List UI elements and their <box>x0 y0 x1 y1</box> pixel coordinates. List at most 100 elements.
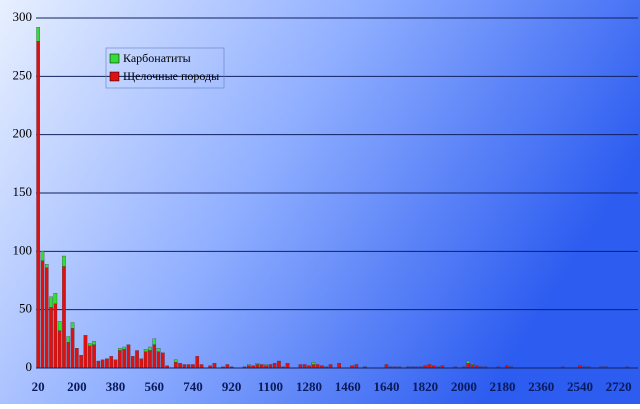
bar <box>44 267 49 369</box>
x-tick-label: 2720 <box>606 379 632 394</box>
bar <box>126 344 131 369</box>
x-tick-label: 2000 <box>451 379 477 394</box>
bar <box>44 264 49 268</box>
x-tick-label: 2540 <box>567 379 593 394</box>
bar <box>315 364 320 369</box>
bar <box>264 364 268 366</box>
x-tick-label: 920 <box>222 379 242 394</box>
bar <box>212 363 217 369</box>
bar <box>285 363 290 369</box>
bar <box>49 296 53 308</box>
bar <box>152 338 157 345</box>
bar <box>302 364 307 369</box>
x-tick-label: 740 <box>183 379 203 394</box>
bar <box>277 360 281 369</box>
bar <box>57 330 62 369</box>
y-tick-label: 0 <box>26 359 33 374</box>
y-tick-label: 200 <box>13 126 33 141</box>
bar <box>470 364 475 369</box>
bar <box>87 345 92 369</box>
y-tick-label: 150 <box>13 184 33 199</box>
bar <box>130 356 135 369</box>
bar <box>225 364 230 369</box>
bar <box>143 351 148 369</box>
bar <box>354 364 359 369</box>
legend-swatch <box>109 53 120 64</box>
bar <box>191 364 195 369</box>
bar <box>118 350 122 369</box>
bar <box>427 364 432 369</box>
y-tick-label: 300 <box>13 9 33 24</box>
bar <box>57 321 62 331</box>
bar <box>49 307 53 369</box>
bar <box>113 359 118 369</box>
legend-box <box>105 47 225 89</box>
y-tick-label: 100 <box>13 242 33 257</box>
x-tick-label: 2180 <box>490 379 516 394</box>
bar <box>466 363 470 369</box>
bar <box>311 364 316 369</box>
bar <box>53 293 58 304</box>
legend-label: Карбонатиты <box>123 51 191 65</box>
bar <box>156 348 161 352</box>
bar <box>384 364 389 369</box>
bar <box>122 349 126 369</box>
bar <box>470 363 475 365</box>
bar <box>143 349 148 352</box>
bar <box>337 363 341 369</box>
x-tick-label: 20 <box>32 379 45 394</box>
x-tick-label: 200 <box>67 379 87 394</box>
bar <box>298 364 303 369</box>
bar <box>122 346 126 350</box>
bar <box>92 341 96 345</box>
bar <box>255 364 260 369</box>
x-tick-label: 560 <box>145 379 165 394</box>
x-tick-label: 1100 <box>258 379 283 394</box>
bar <box>53 303 58 369</box>
bar <box>36 41 40 369</box>
bar <box>40 251 45 261</box>
bar <box>466 360 470 364</box>
bar <box>182 364 187 369</box>
bar <box>92 344 96 369</box>
x-tick-label: 380 <box>106 379 126 394</box>
bar <box>247 364 251 366</box>
bar <box>70 328 75 369</box>
bar <box>195 356 200 369</box>
bar <box>259 364 264 369</box>
bar <box>62 255 66 267</box>
bar <box>96 360 101 369</box>
x-tick-label: 1820 <box>412 379 438 394</box>
bar <box>70 322 75 329</box>
y-tick-label: 50 <box>19 301 32 316</box>
bar <box>152 344 157 369</box>
bar <box>161 352 165 369</box>
bar <box>83 335 88 369</box>
bar <box>186 364 191 369</box>
bar <box>87 343 92 346</box>
bar <box>328 364 333 369</box>
bar <box>118 348 122 351</box>
bar <box>272 363 277 369</box>
legend-label: Щелочные породы <box>123 69 219 83</box>
bar <box>66 336 71 343</box>
bar <box>36 27 40 42</box>
bar <box>66 342 71 369</box>
bar <box>75 348 79 369</box>
bar <box>178 363 182 369</box>
bar <box>173 362 178 369</box>
bar <box>105 358 109 369</box>
bar <box>79 355 83 369</box>
bar <box>40 260 45 369</box>
x-tick-label: 1460 <box>335 379 361 394</box>
bar <box>109 356 114 369</box>
bar <box>255 363 260 365</box>
bar <box>156 351 161 369</box>
y-tick-label: 250 <box>13 67 33 82</box>
bar <box>139 358 144 369</box>
legend-swatch <box>109 71 120 82</box>
x-tick-label: 1640 <box>373 379 399 394</box>
